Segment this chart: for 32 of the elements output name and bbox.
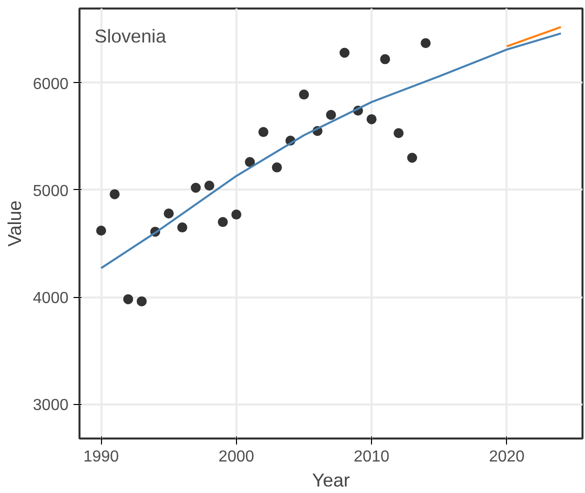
point (110, 189, 120, 200)
point (394, 128, 404, 138)
x-tick-label: 2020 (488, 448, 525, 466)
x-axis-title: Year (312, 470, 350, 490)
point (380, 54, 390, 64)
point (258, 127, 268, 138)
point (272, 162, 282, 172)
point (177, 222, 188, 232)
x-tick-label: 2010 (354, 448, 390, 466)
point (298, 90, 309, 100)
point (136, 296, 147, 306)
point (204, 180, 214, 191)
annotation: Slovenia (94, 26, 167, 46)
point (218, 217, 228, 228)
point (366, 114, 377, 124)
x-tick-label: 1990 (83, 448, 120, 466)
y-tick-label: 5000 (32, 182, 69, 200)
y-tick-label: 4000 (32, 290, 69, 308)
point (190, 182, 201, 193)
point (96, 226, 106, 236)
point (407, 152, 418, 163)
y-tick-label: 3000 (32, 397, 69, 414)
y-tick-label: 6000 (32, 76, 69, 93)
point (164, 208, 174, 218)
point (420, 38, 431, 48)
y-axis-title: Value (4, 200, 25, 247)
point (326, 110, 336, 120)
point (244, 157, 255, 168)
point (340, 48, 350, 58)
x-tick-label: 2000 (218, 448, 254, 466)
point (123, 294, 134, 304)
point (231, 210, 242, 220)
